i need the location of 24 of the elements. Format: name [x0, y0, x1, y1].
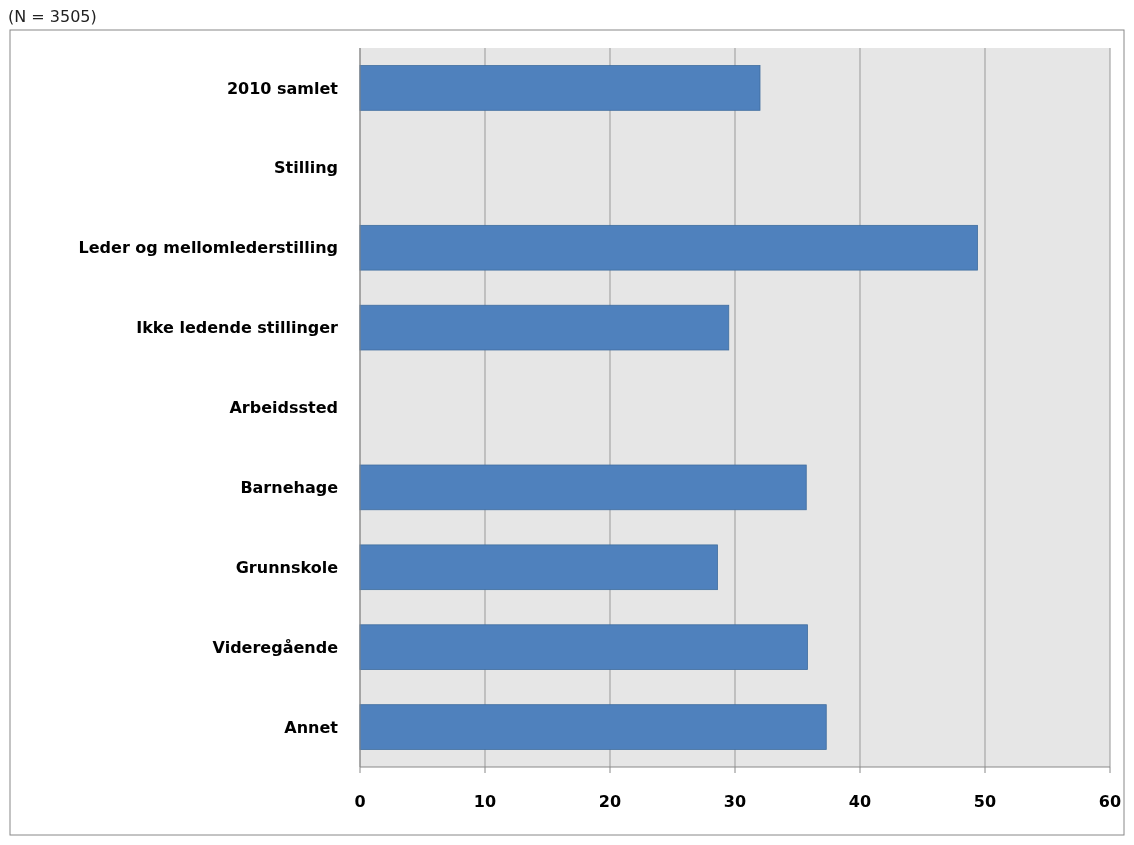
y-tick-label: Barnehage: [240, 477, 339, 497]
bar: [359, 224, 978, 271]
y-tick-label: 2010 samlet: [226, 78, 339, 98]
bar: [359, 464, 807, 511]
x-tick-label: 0: [354, 792, 366, 811]
y-tick-label: Annet: [284, 717, 339, 737]
x-tick-label: 30: [723, 792, 747, 811]
y-tick-label: Videregående: [212, 637, 339, 657]
y-tick-label: Grunnskole: [235, 557, 339, 577]
x-tick-label: 50: [973, 792, 997, 811]
bar: [359, 65, 761, 111]
y-tick-label: Stilling: [274, 158, 338, 178]
x-tick-label: 60: [1098, 792, 1122, 811]
y-tick-label: Ikke ledende stillinger: [136, 318, 339, 338]
text: (N = 3505): [8, 7, 97, 26]
bar: [359, 544, 718, 591]
bar: [359, 704, 827, 750]
bar: [359, 304, 730, 351]
y-tick-label: Arbeidssted: [229, 398, 338, 418]
x-tick-label: 40: [848, 792, 872, 811]
bar: [359, 624, 808, 670]
x-tick-label: 10: [473, 792, 497, 811]
y-tick-label: Leder og mellomlederstilling: [78, 238, 338, 258]
x-tick-label: 20: [598, 792, 622, 811]
